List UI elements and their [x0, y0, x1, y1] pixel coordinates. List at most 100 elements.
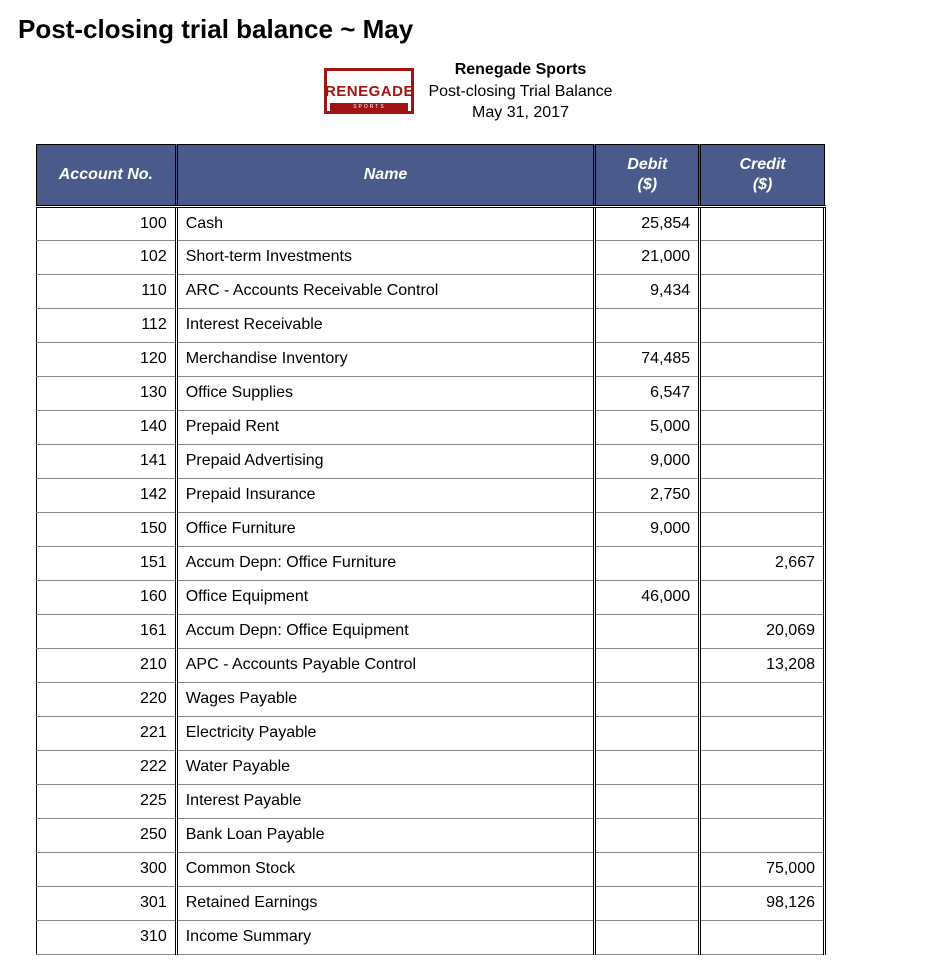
credit-cell [700, 716, 825, 750]
company-logo: RENEGADE SPORTS [324, 68, 414, 114]
table-row: 301Retained Earnings98,126 [37, 886, 825, 920]
account-name-cell: Prepaid Insurance [176, 478, 595, 512]
account-name-cell: Office Supplies [176, 376, 595, 410]
credit-cell [700, 308, 825, 342]
table-row: 112Interest Receivable [37, 308, 825, 342]
debit-cell [595, 546, 700, 580]
account-name-cell: Water Payable [176, 750, 595, 784]
credit-cell [700, 342, 825, 376]
debit-cell [595, 308, 700, 342]
table-row: 310Income Summary [37, 920, 825, 954]
account-no-cell: 100 [37, 206, 177, 240]
document-header: RENEGADE SPORTS Renegade Sports Post-clo… [18, 59, 919, 124]
account-name-cell: Common Stock [176, 852, 595, 886]
account-no-cell: 142 [37, 478, 177, 512]
account-name-cell: Office Furniture [176, 512, 595, 546]
account-no-cell: 301 [37, 886, 177, 920]
account-name-cell: Merchandise Inventory [176, 342, 595, 376]
credit-cell: 2,667 [700, 546, 825, 580]
account-no-cell: 225 [37, 784, 177, 818]
account-name-cell: Interest Receivable [176, 308, 595, 342]
credit-cell [700, 818, 825, 852]
table-row: 300Common Stock 75,000 [37, 852, 825, 886]
account-name-cell: ARC - Accounts Receivable Control [176, 274, 595, 308]
debit-cell [595, 648, 700, 682]
debit-cell: 21,000 [595, 240, 700, 274]
credit-cell [700, 750, 825, 784]
credit-cell: 20,069 [700, 614, 825, 648]
debit-cell [595, 750, 700, 784]
account-no-cell: 250 [37, 818, 177, 852]
table-row: 160Office Equipment46,000 [37, 580, 825, 614]
debit-cell [595, 886, 700, 920]
account-no-cell: 150 [37, 512, 177, 546]
table-header-row: Account No. Name Debit($) Credit($) [37, 144, 825, 206]
report-name: Post-closing Trial Balance [428, 81, 612, 103]
table-row: 161Accum Depn: Office Equipment20,069 [37, 614, 825, 648]
debit-cell [595, 920, 700, 954]
account-name-cell: Interest Payable [176, 784, 595, 818]
credit-cell [700, 410, 825, 444]
account-name-cell: Prepaid Advertising [176, 444, 595, 478]
credit-cell: 98,126 [700, 886, 825, 920]
header-name: Name [176, 144, 595, 206]
debit-cell: 2,750 [595, 478, 700, 512]
table-row: 110ARC - Accounts Receivable Control9,43… [37, 274, 825, 308]
account-no-cell: 141 [37, 444, 177, 478]
company-name: Renegade Sports [428, 59, 612, 81]
account-no-cell: 210 [37, 648, 177, 682]
account-no-cell: 120 [37, 342, 177, 376]
debit-cell [595, 682, 700, 716]
account-name-cell: Bank Loan Payable [176, 818, 595, 852]
table-row: 102Short-term Investments21,000 [37, 240, 825, 274]
account-no-cell: 310 [37, 920, 177, 954]
debit-cell: 9,000 [595, 512, 700, 546]
table-row: 100Cash25,854 [37, 206, 825, 240]
credit-cell: 75,000 [700, 852, 825, 886]
account-name-cell: Electricity Payable [176, 716, 595, 750]
credit-cell [700, 478, 825, 512]
page-title: Post-closing trial balance ~ May [18, 14, 919, 45]
account-no-cell: 300 [37, 852, 177, 886]
table-row: 225Interest Payable [37, 784, 825, 818]
header-account-no: Account No. [37, 144, 177, 206]
debit-cell [595, 784, 700, 818]
account-no-cell: 160 [37, 580, 177, 614]
account-name-cell: Office Equipment [176, 580, 595, 614]
credit-cell [700, 682, 825, 716]
table-row: 221Electricity Payable [37, 716, 825, 750]
logo-sub-text: SPORTS [330, 103, 408, 111]
account-no-cell: 222 [37, 750, 177, 784]
logo-main-text: RENEGADE [325, 84, 414, 99]
table-row: 151Accum Depn: Office Furniture 2,667 [37, 546, 825, 580]
account-name-cell: Wages Payable [176, 682, 595, 716]
debit-cell [595, 818, 700, 852]
table-row: 141Prepaid Advertising9,000 [37, 444, 825, 478]
account-no-cell: 161 [37, 614, 177, 648]
account-name-cell: Cash [176, 206, 595, 240]
credit-cell: 13,208 [700, 648, 825, 682]
account-no-cell: 220 [37, 682, 177, 716]
account-no-cell: 151 [37, 546, 177, 580]
account-name-cell: Accum Depn: Office Furniture [176, 546, 595, 580]
header-credit: Credit($) [700, 144, 825, 206]
debit-cell: 9,000 [595, 444, 700, 478]
account-name-cell: Short-term Investments [176, 240, 595, 274]
credit-cell [700, 206, 825, 240]
table-row: 120Merchandise Inventory74,485 [37, 342, 825, 376]
account-no-cell: 110 [37, 274, 177, 308]
debit-cell: 6,547 [595, 376, 700, 410]
table-row: 130Office Supplies6,547 [37, 376, 825, 410]
debit-cell [595, 852, 700, 886]
credit-cell [700, 376, 825, 410]
trial-balance-table: Account No. Name Debit($) Credit($) 100C… [36, 144, 826, 955]
table-row: 210APC - Accounts Payable Control13,208 [37, 648, 825, 682]
debit-cell [595, 614, 700, 648]
table-row: 140Prepaid Rent5,000 [37, 410, 825, 444]
table-row: 150Office Furniture9,000 [37, 512, 825, 546]
header-debit: Debit($) [595, 144, 700, 206]
debit-cell: 74,485 [595, 342, 700, 376]
report-date: May 31, 2017 [428, 102, 612, 124]
document-header-text: Renegade Sports Post-closing Trial Balan… [428, 59, 612, 124]
table-row: 220Wages Payable [37, 682, 825, 716]
